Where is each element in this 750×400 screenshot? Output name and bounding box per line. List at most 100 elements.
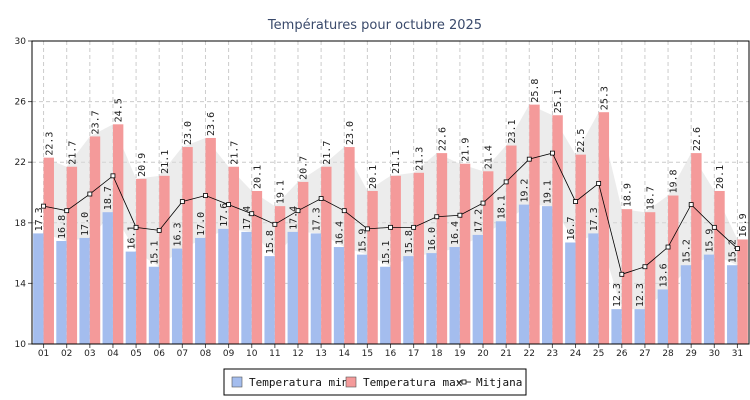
mitjana-point — [642, 264, 648, 270]
bar-min — [310, 233, 322, 344]
mitjana-point — [711, 224, 717, 230]
bar-max — [552, 115, 563, 344]
bar-min — [356, 254, 368, 344]
x-tick-label: 12 — [292, 349, 303, 359]
bar-max — [575, 154, 586, 344]
mitjana-point — [226, 202, 231, 208]
x-tick-label: 15 — [362, 349, 373, 359]
mitjana-point — [550, 150, 555, 156]
bar-max — [436, 153, 448, 344]
bar-min — [495, 221, 507, 344]
max-value-label: 23.0 — [345, 121, 356, 145]
bar-max — [136, 178, 147, 344]
x-tick-label: 03 — [84, 349, 95, 359]
mitjana-point — [341, 208, 347, 214]
max-value-label: 21.7 — [229, 141, 240, 165]
min-value-label: 15.1 — [381, 241, 392, 265]
bar-max — [159, 175, 170, 344]
bar-min — [703, 254, 715, 344]
bar-min — [56, 240, 67, 344]
mitjana-point — [87, 191, 93, 197]
bar-min — [542, 206, 553, 344]
max-value-label: 20.1 — [368, 165, 379, 189]
max-value-label: 21.9 — [461, 138, 472, 162]
bar-max — [714, 190, 725, 344]
max-value-label: 18.9 — [622, 183, 633, 207]
max-value-label: 20.9 — [137, 153, 148, 177]
mitjana-point — [688, 202, 694, 208]
x-tick-label: 26 — [616, 349, 628, 359]
max-value-label: 21.1 — [160, 150, 171, 174]
min-value-label: 12.3 — [612, 283, 623, 307]
max-value-label: 21.1 — [391, 150, 402, 174]
x-tick-label: 16 — [385, 349, 397, 359]
bar-min — [148, 266, 160, 344]
min-value-label: 17.4 — [288, 206, 299, 230]
x-tick-label: 01 — [38, 349, 49, 359]
y-tick-label: 14 — [15, 279, 27, 289]
bar-min — [611, 309, 622, 344]
bar-min — [241, 231, 252, 344]
mitjana-line — [41, 150, 740, 277]
bar-max — [251, 190, 263, 344]
min-value-label: 17.4 — [242, 206, 253, 230]
mitjana-point — [110, 173, 116, 179]
min-value-label: 17.3 — [589, 207, 600, 231]
max-value-label: 18.7 — [646, 186, 657, 210]
min-value-label: 15.9 — [358, 229, 369, 253]
min-value-label: 15.1 — [150, 241, 161, 265]
bar-min — [264, 256, 275, 344]
min-value-label: 15.9 — [705, 229, 716, 253]
min-value-label: 12.3 — [635, 283, 646, 307]
legend-marker-mitjana — [461, 379, 467, 385]
chart-title: Températures pour octubre 2025 — [267, 18, 482, 33]
mitjana-point — [665, 244, 671, 250]
min-value-label: 18.7 — [103, 186, 114, 210]
mitjana-point — [272, 221, 278, 227]
bar-min — [634, 309, 645, 344]
min-value-label: 15.2 — [728, 239, 739, 263]
max-value-label: 22.6 — [692, 127, 703, 151]
y-tick-label: 18 — [15, 219, 27, 229]
bar-max — [506, 145, 517, 344]
x-tick-label: 27 — [639, 349, 650, 359]
x-tick-label: 06 — [153, 349, 165, 359]
bar-min — [333, 247, 345, 344]
mitjana-point — [388, 224, 393, 230]
bar-min — [588, 233, 599, 344]
x-tick-label: 08 — [200, 349, 212, 359]
mitjana-point — [735, 246, 740, 251]
bar-max — [112, 124, 124, 344]
x-tick-label: 19 — [454, 349, 466, 359]
bar-max — [367, 190, 378, 344]
max-value-label: 23.0 — [183, 121, 194, 145]
mitjana-point — [318, 196, 324, 201]
x-tick-label: 13 — [315, 349, 326, 359]
bar-max — [274, 206, 286, 344]
bar-min — [218, 228, 229, 344]
mitjana-point — [573, 199, 578, 204]
mitjana-point — [133, 224, 139, 230]
max-value-label: 23.1 — [507, 119, 518, 143]
bar-max — [297, 181, 309, 344]
max-value-label: 20.7 — [299, 156, 310, 180]
bar-max — [321, 166, 332, 344]
bar-max — [66, 166, 78, 344]
legend-swatch-max — [345, 376, 357, 388]
x-tick-label: 05 — [130, 349, 141, 359]
mitjana-point — [503, 179, 509, 185]
x-tick-label: 25 — [593, 349, 604, 359]
min-value-label: 17.0 — [80, 212, 91, 236]
min-value-label: 15.8 — [265, 230, 276, 254]
x-tick-label: 23 — [547, 349, 558, 359]
y-axis: 10 14 18 22 26 30 — [15, 37, 32, 350]
x-tick-label: 21 — [500, 349, 511, 359]
max-value-label: 22.6 — [437, 127, 448, 151]
bar-min — [449, 247, 460, 344]
min-value-label: 16.3 — [173, 222, 184, 246]
mitjana-point — [526, 156, 532, 162]
mitjana-point — [249, 211, 255, 217]
min-value-label: 18.1 — [496, 195, 507, 219]
x-tick-label: 24 — [570, 349, 582, 359]
mitjana-point — [179, 199, 185, 204]
